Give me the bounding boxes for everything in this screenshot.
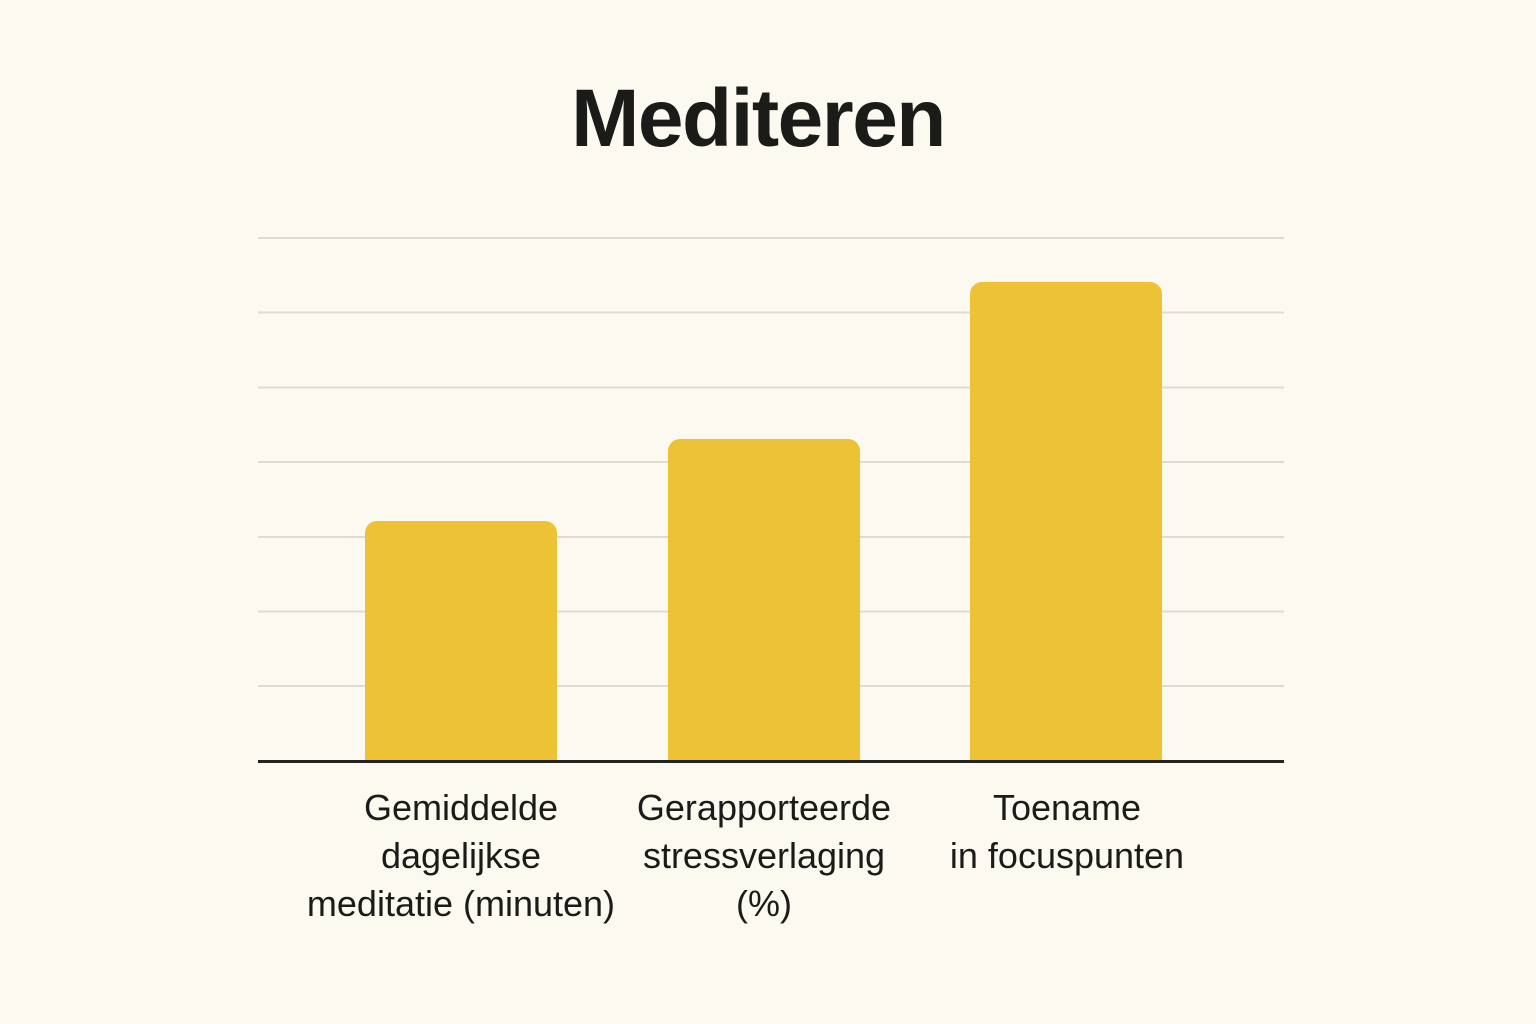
x-axis-label-1: Gemiddelde dagelijkse meditatie (minuten… (271, 784, 651, 928)
bar-gerapporteerde-stressverlaging (668, 439, 860, 760)
x-axis-label-3: Toename in focuspunten (877, 784, 1257, 880)
x-axis-label-2-line-3: (%) (736, 883, 792, 924)
x-axis-label-2-line-1: Gerapporteerde (636, 787, 892, 828)
bar-gemiddelde-dagelijkse-meditatie (365, 521, 557, 760)
plot-area (258, 237, 1284, 763)
bar-toename-in-focuspunten (970, 282, 1162, 760)
x-axis-label-1-line-2: dagelijkse (380, 835, 542, 876)
chart-title: Mediteren (571, 73, 946, 164)
x-axis-label-3-line-1: Toename (992, 787, 1142, 828)
x-axis-label-2-line-2: stressverlaging (642, 835, 886, 876)
x-axis-label-3-line-2: in focuspunten (949, 835, 1185, 876)
x-axis-label-1-line-1: Gemiddelde (363, 787, 559, 828)
x-axis-label-1-line-3: meditatie (minuten) (306, 883, 616, 924)
x-axis-label-2: Gerapporteerde stressverlaging (%) (574, 784, 954, 928)
